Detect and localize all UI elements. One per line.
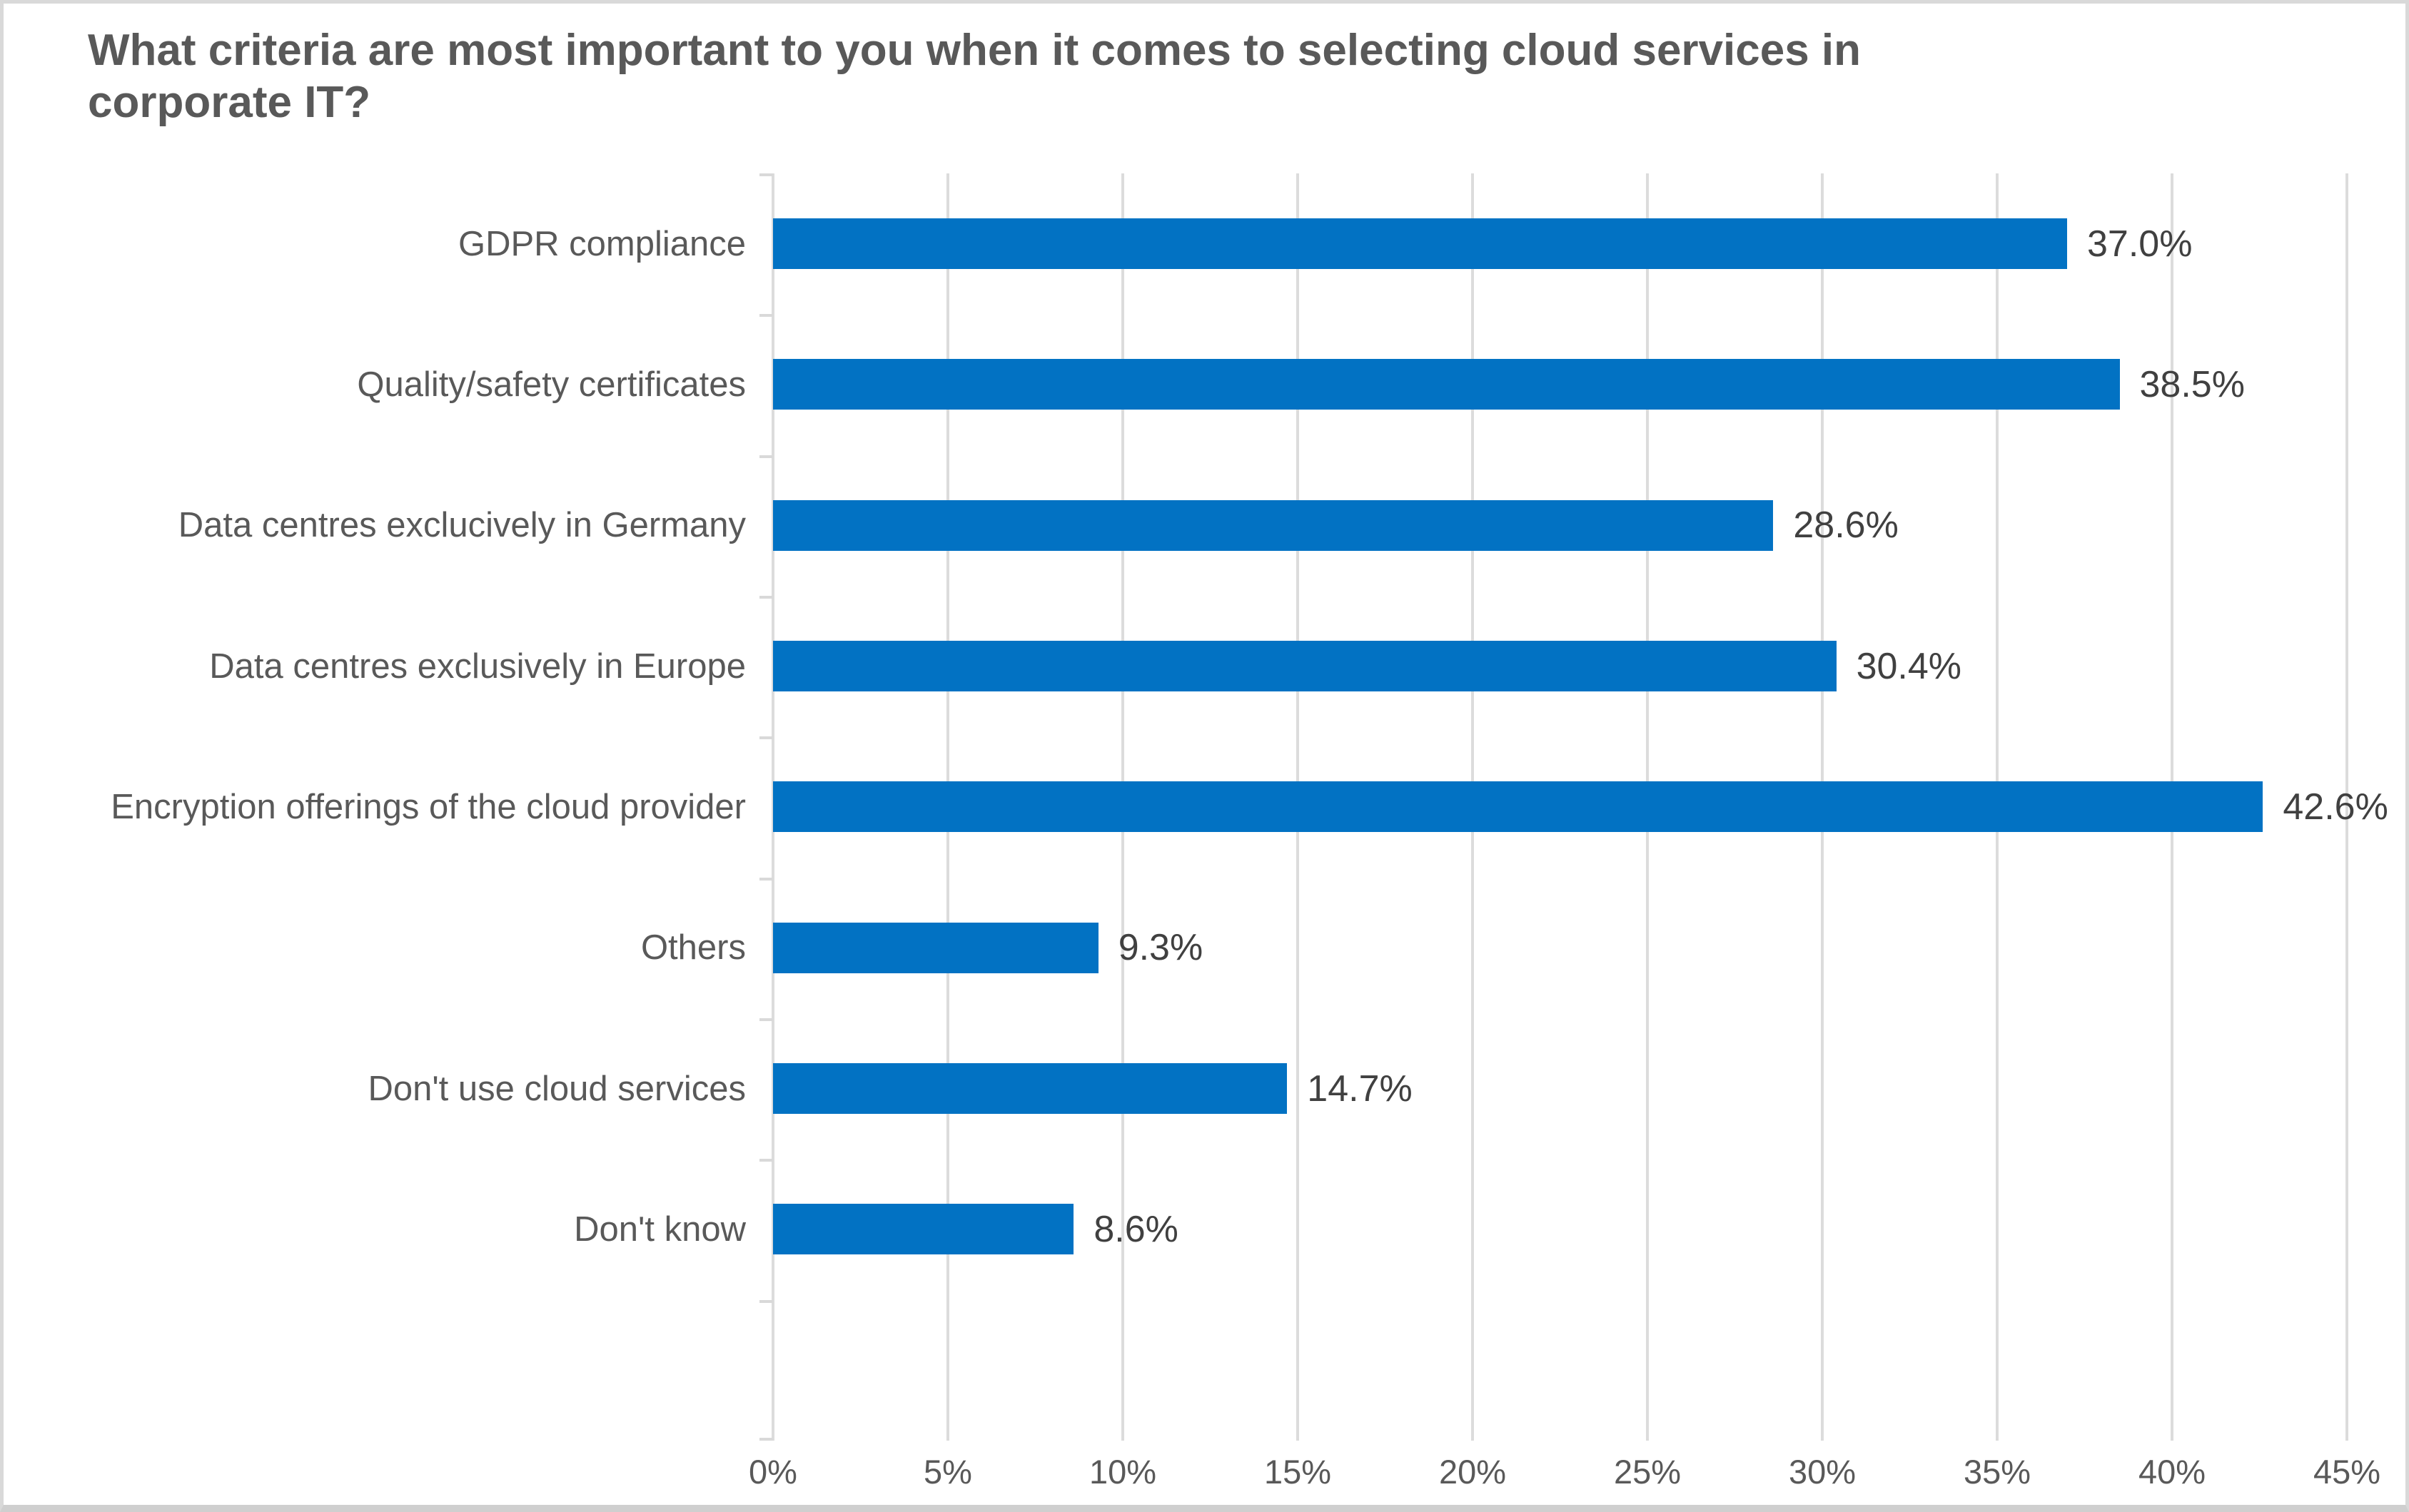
bar [773,922,1099,973]
bar-row: Others 9.3% [4,878,2409,1018]
bar [773,781,2263,833]
x-axis: 0% 5% 10% 15% 20% 25% 30% 35% 40% 45% [4,1452,2409,1502]
axis-tick [759,1299,773,1303]
x-axis-tick-label: 40% [2138,1453,2206,1491]
bar-row: GDPR compliance 37.0% [4,173,2409,314]
axis-tick [759,314,773,318]
value-label: 14.7% [1307,1067,1413,1110]
category-label: Quality/safety certificates [357,365,746,404]
x-axis-tick-label: 30% [1788,1453,1857,1491]
bar [773,1063,1288,1115]
value-label: 28.6% [1793,504,1899,547]
axis-tick [759,877,773,881]
value-label: 8.6% [1094,1208,1178,1250]
value-label: 30.4% [1856,645,1962,687]
category-label: Don't use cloud services [368,1069,746,1108]
axis-tick [759,1159,773,1162]
category-label: GDPR compliance [458,224,746,263]
bar-row: Don't use cloud services 14.7% [4,1018,2409,1159]
value-label: 9.3% [1118,927,1203,969]
value-label: 37.0% [2087,223,2193,265]
category-label: Data centres exclusively in Europe [209,646,746,686]
gridline [2345,173,2348,1441]
bar [773,359,2120,410]
bar-rows: GDPR compliance 37.0% Quality/safety cer… [4,173,2409,1441]
bar-row: Encryption offerings of the cloud provid… [4,736,2409,877]
axis-tick [759,1018,773,1021]
x-axis-tick-label: 5% [924,1453,972,1491]
bar-row: Don't know 8.6% [4,1159,2409,1299]
axis-tick [759,596,773,599]
bar [773,1204,1074,1255]
bar [773,641,1837,692]
axis-tick [759,173,773,176]
x-axis-tick-label: 15% [1263,1453,1332,1491]
bar [773,499,1774,551]
axis-tick [759,736,773,740]
bar-row: Data centres exclucively in Germany 28.6… [4,455,2409,596]
category-label: Data centres exclucively in Germany [178,506,746,545]
x-axis-tick-label: 20% [1438,1453,1507,1491]
value-label: 42.6% [2283,786,2388,828]
category-label: Others [640,928,746,968]
category-label: Encryption offerings of the cloud provid… [111,787,746,826]
value-label: 38.5% [2139,363,2245,405]
chart-title: What criteria are most important to you … [88,26,1862,127]
category-label: Don't know [574,1209,746,1249]
bar-row: Quality/safety certificates 38.5% [4,314,2409,455]
x-axis-tick-label: 0% [749,1453,797,1491]
axis-tick [759,455,773,458]
x-axis-tick-label: 35% [1963,1453,2031,1491]
x-axis-tick-label: 25% [1613,1453,1682,1491]
x-axis-tick-label: 10% [1089,1453,1157,1491]
x-axis-tick-label: 45% [2313,1453,2381,1491]
axis-tick [759,1438,773,1441]
bar [773,218,2067,270]
bar-row: Data centres exclusively in Europe 30.4% [4,596,2409,736]
